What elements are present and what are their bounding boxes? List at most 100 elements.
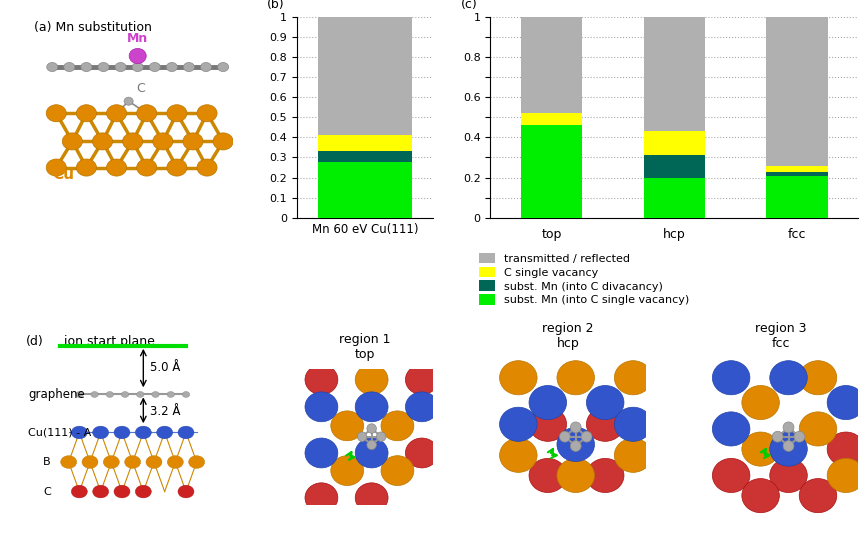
Ellipse shape	[570, 422, 581, 433]
Ellipse shape	[167, 391, 174, 397]
Bar	[643, 131, 705, 155]
Ellipse shape	[146, 456, 162, 468]
Ellipse shape	[64, 63, 75, 72]
Bar	[643, 155, 705, 178]
Ellipse shape	[331, 411, 363, 440]
Ellipse shape	[166, 63, 178, 72]
Bar	[318, 151, 412, 162]
Text: C: C	[43, 486, 51, 496]
Ellipse shape	[529, 407, 566, 442]
Ellipse shape	[615, 361, 652, 395]
Ellipse shape	[305, 483, 338, 513]
Text: 5.0 Å: 5.0 Å	[150, 361, 180, 373]
Text: (c): (c)	[461, 0, 478, 11]
Legend: transmitted / reflected, C single vacancy, subst. Mn (into C divacancy), subst. : transmitted / reflected, C single vacanc…	[478, 252, 691, 306]
Ellipse shape	[742, 386, 779, 420]
Text: 3.2 Å: 3.2 Å	[150, 405, 180, 418]
Ellipse shape	[615, 438, 652, 472]
Ellipse shape	[357, 432, 367, 442]
Ellipse shape	[355, 438, 388, 468]
Ellipse shape	[82, 456, 98, 468]
Ellipse shape	[189, 456, 205, 468]
Bar	[521, 113, 583, 125]
Ellipse shape	[182, 391, 190, 397]
Ellipse shape	[213, 133, 233, 150]
Ellipse shape	[114, 426, 130, 439]
Ellipse shape	[406, 438, 439, 468]
Bar	[318, 135, 412, 151]
Bar	[318, 162, 412, 218]
Ellipse shape	[98, 63, 109, 72]
Ellipse shape	[137, 105, 157, 122]
Bar	[643, 178, 705, 218]
Ellipse shape	[121, 391, 129, 397]
Ellipse shape	[783, 440, 794, 452]
Ellipse shape	[499, 407, 537, 442]
Ellipse shape	[200, 63, 212, 72]
Ellipse shape	[153, 133, 173, 150]
Ellipse shape	[152, 391, 160, 397]
Bar	[521, 125, 583, 218]
Ellipse shape	[137, 159, 157, 176]
Ellipse shape	[62, 133, 82, 150]
Ellipse shape	[178, 426, 194, 439]
Ellipse shape	[114, 485, 130, 498]
Ellipse shape	[47, 63, 58, 72]
Ellipse shape	[713, 458, 750, 492]
Text: region 2
hcp: region 2 hcp	[542, 322, 594, 350]
Ellipse shape	[570, 440, 581, 452]
Ellipse shape	[132, 63, 143, 72]
Ellipse shape	[76, 159, 96, 176]
Ellipse shape	[783, 422, 794, 433]
Ellipse shape	[122, 133, 143, 150]
Ellipse shape	[46, 105, 66, 122]
Ellipse shape	[713, 361, 750, 395]
Ellipse shape	[742, 432, 779, 466]
Ellipse shape	[381, 456, 414, 486]
Ellipse shape	[305, 438, 338, 468]
Ellipse shape	[367, 424, 376, 433]
Text: region 1
top: region 1 top	[339, 333, 391, 361]
Ellipse shape	[770, 432, 807, 466]
Bar	[318, 17, 412, 135]
X-axis label: Mn 60 eV Cu(111): Mn 60 eV Cu(111)	[311, 224, 418, 236]
Ellipse shape	[742, 479, 779, 513]
Ellipse shape	[529, 386, 566, 420]
Ellipse shape	[197, 105, 217, 122]
Ellipse shape	[184, 63, 194, 72]
Ellipse shape	[827, 432, 864, 466]
Ellipse shape	[305, 365, 338, 395]
Ellipse shape	[91, 391, 98, 397]
Ellipse shape	[770, 361, 807, 395]
Ellipse shape	[76, 105, 96, 122]
Ellipse shape	[107, 159, 127, 176]
Ellipse shape	[75, 391, 83, 397]
Text: Cu(111) - A: Cu(111) - A	[28, 428, 91, 438]
Ellipse shape	[166, 159, 187, 176]
Ellipse shape	[557, 458, 595, 492]
Ellipse shape	[106, 391, 114, 397]
Text: C: C	[137, 82, 146, 95]
Ellipse shape	[71, 485, 88, 498]
Ellipse shape	[586, 458, 624, 492]
Ellipse shape	[103, 456, 120, 468]
Ellipse shape	[355, 483, 388, 513]
Ellipse shape	[615, 407, 652, 442]
Ellipse shape	[499, 361, 537, 395]
Ellipse shape	[197, 159, 217, 176]
Text: B: B	[43, 457, 50, 467]
Ellipse shape	[167, 456, 183, 468]
Ellipse shape	[799, 412, 837, 446]
Ellipse shape	[586, 407, 624, 442]
Bar	[766, 17, 828, 165]
Ellipse shape	[93, 426, 108, 439]
Ellipse shape	[772, 431, 783, 442]
Ellipse shape	[770, 458, 807, 492]
Ellipse shape	[93, 133, 113, 150]
Ellipse shape	[135, 426, 152, 439]
Bar	[766, 176, 828, 218]
Ellipse shape	[799, 361, 837, 395]
Ellipse shape	[115, 63, 126, 72]
Ellipse shape	[529, 458, 566, 492]
Ellipse shape	[71, 426, 88, 439]
